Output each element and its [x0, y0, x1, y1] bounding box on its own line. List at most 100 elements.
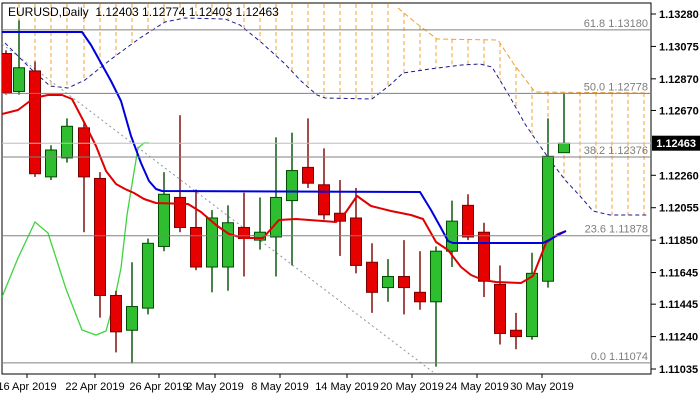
candle-body: [78, 127, 90, 178]
candle-body: [286, 170, 298, 202]
price-axis-label: 1.13075: [659, 41, 699, 53]
price-axis-label: 1.11240: [659, 332, 698, 344]
candle-body: [350, 217, 362, 266]
candle-body: [126, 306, 138, 331]
bear-candle[interactable]: [318, 148, 330, 220]
candle-body: [190, 226, 202, 268]
candle-body: [142, 242, 154, 309]
candle-body: [2, 53, 12, 94]
time-axis-label: 24 May 2019: [445, 381, 509, 393]
time-axis-label: 16 Apr 2019: [0, 381, 57, 393]
bull-candle[interactable]: [430, 246, 442, 367]
bear-candle[interactable]: [1, 50, 12, 95]
price-axis-label: 1.11850: [659, 235, 698, 247]
candle-body: [94, 177, 106, 296]
bull-candle[interactable]: [382, 259, 394, 302]
bear-candle[interactable]: [78, 121, 90, 233]
candle-body: [462, 204, 474, 238]
fib-level-label: 0.0 1.11074: [591, 351, 648, 363]
candle-body: [366, 261, 378, 293]
candle-body: [430, 250, 442, 303]
bull-candle[interactable]: [206, 210, 218, 293]
candle-body: [270, 196, 282, 238]
candle-body: [414, 291, 426, 303]
candles-layer[interactable]: [1, 20, 570, 367]
candle-body: [478, 231, 490, 282]
bull-candle[interactable]: [286, 132, 298, 266]
price-axis-label: 1.12260: [659, 170, 699, 182]
price-axis-label: 1.12055: [659, 203, 699, 215]
bear-candle[interactable]: [29, 61, 41, 177]
candle-body: [494, 283, 506, 334]
price-axis-label: 1.12870: [659, 74, 699, 86]
price-axis[interactable]: 1.13280 1.13075 1.12870 1.12670 1.12260 1.120…: [651, 9, 699, 376]
bear-candle[interactable]: [94, 172, 106, 318]
fib-level-label: 50.0 1.12778: [584, 81, 648, 93]
bear-candle[interactable]: [174, 115, 186, 233]
bull-candle[interactable]: [61, 118, 73, 163]
candle-body: [158, 193, 170, 247]
descending-trendline: [2, 43, 434, 373]
bull-candle[interactable]: [158, 172, 170, 252]
candle-body: [174, 196, 186, 228]
candle-body: [29, 70, 41, 175]
bull-candle[interactable]: [270, 137, 282, 277]
time-axis-label: 30 May 2019: [510, 381, 574, 393]
ichimoku-cloud-hatch: [18, 4, 645, 215]
bear-candle[interactable]: [366, 243, 378, 313]
price-axis-label: 1.13280: [659, 9, 699, 21]
chikou-span-line: [2, 142, 149, 336]
bull-candle[interactable]: [526, 252, 538, 340]
chart-ohlc-header: EURUSD,Daily 1.12403 1.12774 1.12403 1.1…: [8, 5, 279, 19]
fib-level-label: 23.6 1.11878: [585, 224, 648, 236]
bear-candle[interactable]: [510, 312, 522, 350]
time-axis-label: 26 Apr 2019: [129, 381, 188, 393]
bear-candle[interactable]: [494, 265, 506, 345]
bear-candle[interactable]: [478, 222, 490, 298]
bull-candle[interactable]: [45, 145, 57, 181]
price-axis-label: 1.11035: [659, 364, 698, 376]
kijun-sen-line: [2, 31, 567, 244]
fib-level-label: 61.8 1.13180: [584, 18, 648, 30]
bear-candle[interactable]: [190, 189, 202, 271]
price-axis-label: 1.12670: [659, 105, 699, 117]
current-price-badge: 1.12463: [652, 135, 700, 151]
candle-body: [13, 67, 25, 92]
candle-body: [526, 272, 538, 338]
bull-candle[interactable]: [126, 262, 138, 364]
badge-bg: [652, 135, 700, 151]
candle-body: [61, 125, 73, 159]
badge-price-label: 1.12463: [656, 138, 696, 150]
bull-candle[interactable]: [142, 238, 154, 315]
time-axis-label: 8 May 2019: [251, 381, 308, 393]
fib-level-label: 38.2 1.12376: [584, 145, 648, 157]
candle-body: [398, 275, 410, 289]
price-axis-label: 1.11445: [659, 299, 698, 311]
tenkan-sen-line: [2, 94, 567, 284]
bear-candle[interactable]: [350, 187, 362, 274]
price-axis-label: 1.11645: [659, 268, 698, 280]
candle-body: [206, 217, 218, 268]
candle-body: [558, 142, 570, 154]
bear-candle[interactable]: [414, 251, 426, 310]
candle-body: [302, 166, 314, 184]
candle-body: [318, 184, 330, 216]
candle-body: [542, 155, 554, 282]
candle-body: [382, 275, 394, 289]
bear-candle[interactable]: [302, 118, 314, 188]
bull-candle[interactable]: [542, 118, 554, 288]
candle-body: [110, 294, 122, 333]
time-axis-label: 20 May 2019: [380, 381, 444, 393]
candle-body: [510, 329, 522, 338]
plot-area: [1, 4, 650, 373]
fibonacci-levels: 61.8 1.13180 50.0 1.12778 38.2 1.12376 23.6…: [2, 18, 651, 364]
time-axis-label: 22 Apr 2019: [65, 381, 124, 393]
bear-candle[interactable]: [462, 194, 474, 241]
bull-candle[interactable]: [222, 205, 234, 291]
bear-candle[interactable]: [110, 290, 122, 353]
bear-candle[interactable]: [398, 240, 410, 315]
candle-body: [45, 149, 57, 178]
